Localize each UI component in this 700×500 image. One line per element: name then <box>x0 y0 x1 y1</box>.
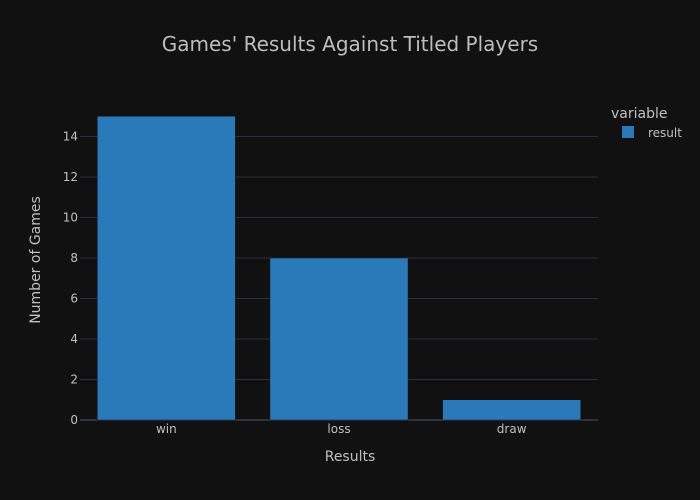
x-tick-label-draw: draw <box>497 422 527 436</box>
x-axis-ticks: win loss draw <box>156 422 527 436</box>
chart-title: Games' Results Against Titled Players <box>162 32 538 56</box>
y-tick-label: 12 <box>63 170 78 184</box>
y-tick-label: 4 <box>70 332 78 346</box>
x-tick-label-loss: loss <box>327 422 350 436</box>
x-tick-label-win: win <box>156 422 177 436</box>
legend-label-result[interactable]: result <box>648 126 682 140</box>
y-tick-label: 8 <box>70 251 78 265</box>
legend-title[interactable]: variable <box>611 106 667 122</box>
bar-draw[interactable] <box>442 399 581 421</box>
legend: variable result <box>611 106 682 140</box>
bar-loss[interactable] <box>269 257 409 421</box>
y-tick-label: 6 <box>70 291 78 305</box>
y-tick-label: 0 <box>70 413 78 427</box>
bar-layer <box>97 115 581 421</box>
y-axis-label: Number of Games <box>28 196 44 324</box>
y-axis-ticks: 0 2 4 6 8 10 12 14 <box>63 129 78 427</box>
bar-win[interactable] <box>97 115 236 421</box>
y-tick-label: 14 <box>63 129 78 143</box>
x-axis-label: Results <box>325 449 376 465</box>
legend-swatch-result[interactable] <box>622 126 634 138</box>
y-tick-label: 2 <box>70 372 78 386</box>
y-tick-label: 10 <box>63 210 78 224</box>
